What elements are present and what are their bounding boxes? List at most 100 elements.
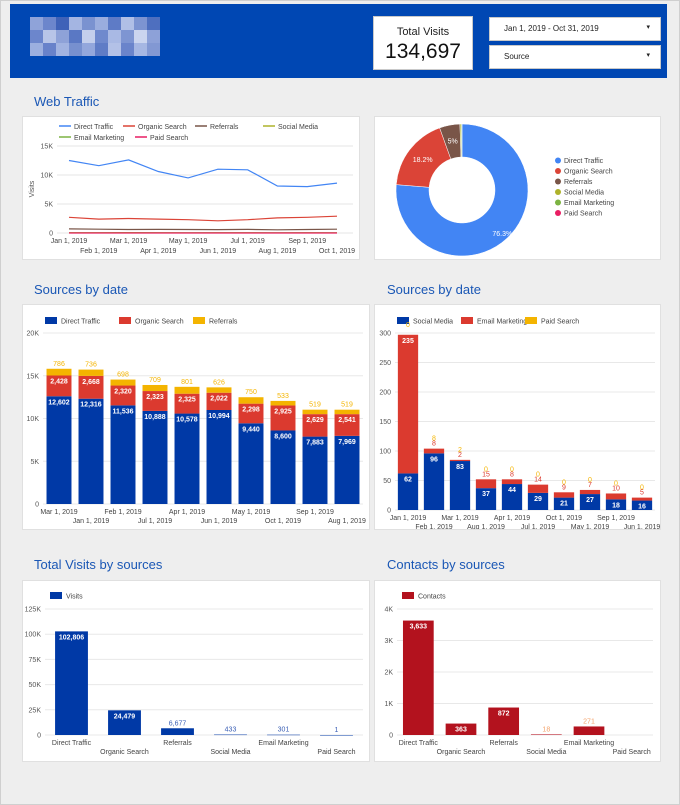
bar-organic-search [110, 385, 136, 406]
x-tick-label: Jul 1, 2019 [231, 238, 265, 245]
bar-contacts [402, 620, 434, 735]
data-label-referrals: 533 [277, 393, 289, 400]
y-axis-label: Visits [29, 180, 36, 197]
data-label-top: 2 [458, 447, 462, 454]
data-label-email-marketing: 235 [402, 338, 414, 345]
data-label-referrals: 519 [341, 402, 353, 409]
y-tick-label: 25K [29, 707, 42, 714]
bar-referrals [334, 409, 360, 415]
x-tick-label: Organic Search [100, 749, 149, 756]
data-label-organic-search: 2,323 [146, 394, 164, 401]
bar-direct-traffic [142, 410, 168, 504]
legend-swatch-paid-search [555, 210, 561, 216]
x-tick-label: Aug 1, 2019 [467, 524, 505, 529]
y-tick-label: 125K [25, 607, 42, 614]
x-tick-label: Aug 1, 2019 [328, 518, 366, 525]
x-tick-label: May 1, 2019 [571, 524, 610, 529]
data-label-direct-traffic: 12,316 [80, 402, 102, 409]
bar-referrals [174, 386, 200, 394]
bar-organic-search [302, 414, 328, 437]
data-label-direct-traffic: 12,602 [48, 399, 70, 406]
x-tick-label: Mar 1, 2019 [40, 509, 77, 516]
bar-organic-search [46, 375, 72, 397]
data-label-direct-traffic: 7,883 [306, 440, 324, 447]
y-tick-label: 4K [384, 607, 393, 614]
web-traffic-card: Direct Traffic Organic Search Referrals Soc… [22, 116, 360, 260]
series-line-organic-search [68, 215, 338, 222]
bar-social-media [605, 499, 627, 510]
data-label-social-media: 62 [404, 476, 412, 483]
x-tick-label: Mar 1, 2019 [110, 238, 147, 245]
data-label-top: 0 [614, 480, 618, 487]
data-label-email-marketing: 7 [588, 482, 592, 489]
legend-swatch-organic-search [119, 317, 131, 324]
blurred-logo [30, 17, 160, 57]
bar-direct-traffic [334, 435, 360, 504]
x-tick-label: Email Marketing [258, 740, 308, 747]
bar-organic-search [238, 403, 264, 424]
bar-referrals [206, 387, 232, 393]
y-tick-label: 200 [379, 390, 391, 397]
date-range-picker[interactable]: Jan 1, 2019 - Oct 31, 2019 ▾ [489, 17, 661, 41]
bar-referrals [238, 397, 264, 404]
data-label-top: 0 [588, 477, 592, 484]
contacts-chart: Contacts 0 1K 2K 3K 4K 3,633 Direct Traffic 363 O… [384, 592, 653, 756]
bar-referrals [142, 384, 168, 392]
bar-organic-search [78, 375, 104, 399]
y-tick-label: 100K [25, 632, 42, 639]
total-visits-value: 134,697 [385, 40, 461, 63]
bar-visits [267, 734, 300, 736]
contacts-title: Contacts by sources [387, 557, 505, 572]
y-tick-label: 5K [44, 202, 53, 209]
source-filter-label: Source [504, 52, 530, 61]
legend-label-referrals: Referrals [210, 124, 239, 131]
legend-swatch-referrals [193, 317, 205, 324]
data-label-email-marketing: 8 [510, 471, 514, 478]
legend-swatch-social-media [397, 317, 409, 324]
bar-email-marketing [475, 479, 497, 489]
bar-contacts [445, 723, 477, 735]
legend-label-direct-traffic: Direct Traffic [61, 319, 101, 326]
legend-label-social-media: Social Media [564, 190, 604, 197]
legend-label-paid-search: Paid Search [541, 319, 579, 326]
data-label-direct-traffic: 10,888 [144, 414, 166, 421]
bar-social-media [423, 453, 445, 510]
legend-label-paid-search: Paid Search [564, 211, 602, 218]
data-label-email-marketing: 8 [432, 441, 436, 448]
bar-social-media [449, 461, 471, 510]
data-label-social-media: 16 [638, 504, 646, 511]
donut-label-direct-traffic: 76.3% [492, 231, 512, 238]
x-tick-label: Apr 1, 2019 [140, 248, 176, 255]
bar-direct-traffic [110, 405, 136, 504]
donut-slice-email-marketing [460, 123, 463, 158]
y-tick-label: 3K [384, 638, 393, 645]
data-label-visits: 1 [335, 727, 339, 734]
x-tick-label: Paid Search [317, 749, 355, 756]
total-visits-card: Visits 0 25K 50K 75K 100K 125K 102,806 Direct Tr… [22, 580, 370, 762]
data-label-top: 0 [484, 466, 488, 473]
bar-visits [214, 734, 247, 736]
bar-social-media [631, 500, 653, 510]
sources-by-date-left-card: Direct Traffic Organic Search Referrals 0 5K… [22, 304, 370, 530]
data-label-organic-search: 2,325 [178, 397, 196, 404]
bar-social-media [527, 492, 549, 510]
date-range-value: Jan 1, 2019 - Oct 31, 2019 [504, 24, 599, 33]
data-label-referrals: 709 [149, 377, 161, 384]
sources-by-date-right-card: Social Media Email Marketing Paid Search 0 5… [374, 304, 661, 531]
data-label-visits: 433 [225, 727, 237, 734]
legend-swatch-direct-traffic [555, 157, 561, 164]
data-label-social-media: 83 [456, 464, 464, 471]
y-tick-label: 0 [389, 733, 393, 740]
legend-label-paid-search: Paid Search [150, 135, 188, 142]
y-tick-label: 15K [41, 144, 54, 151]
bar-contacts [530, 734, 562, 735]
legend-swatch-contacts [402, 592, 414, 599]
y-tick-label: 0 [49, 231, 53, 238]
y-tick-label: 75K [29, 657, 42, 664]
source-filter[interactable]: Source ▾ [489, 45, 661, 69]
bar-email-marketing [553, 492, 575, 498]
data-label-social-media: 29 [534, 496, 542, 503]
x-tick-label: Jun 1, 2019 [624, 524, 660, 529]
x-tick-label: Apr 1, 2019 [169, 509, 205, 516]
data-label-organic-search: 2,925 [274, 408, 292, 415]
